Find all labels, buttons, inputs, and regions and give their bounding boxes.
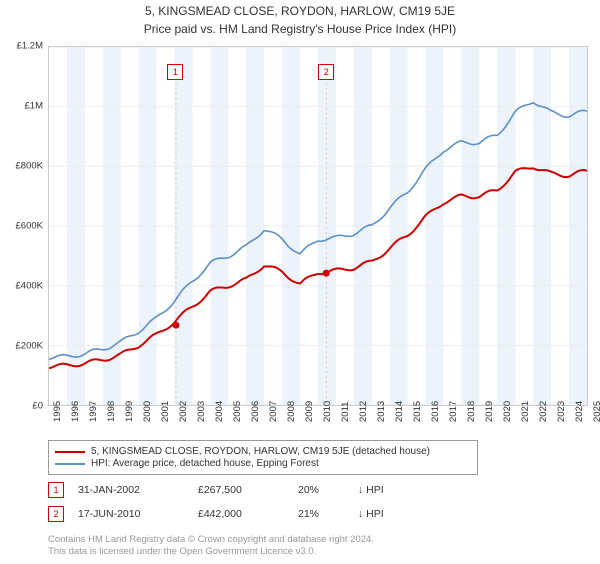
sale-date: 31-JAN-2002 — [78, 484, 198, 496]
legend-swatch — [55, 451, 85, 453]
sale-direction: ↓ HPI — [358, 508, 458, 520]
x-axis-label: 2007 — [268, 401, 279, 422]
x-axis-label: 2025 — [592, 401, 600, 422]
sale-row: 2 17-JUN-2010 £442,000 21% ↓ HPI — [48, 506, 458, 522]
legend-item: 5, KINGSMEAD CLOSE, ROYDON, HARLOW, CM19… — [55, 446, 471, 457]
x-axis-label: 2005 — [232, 401, 243, 422]
x-axis-label: 2017 — [448, 401, 459, 422]
footer-line: This data is licensed under the Open Gov… — [48, 546, 374, 558]
y-axis-label: £1M — [0, 101, 43, 112]
x-axis-label: 2003 — [196, 401, 207, 422]
sale-row: 1 31-JAN-2002 £267,500 20% ↓ HPI — [48, 482, 458, 498]
sale-direction: ↓ HPI — [358, 484, 458, 496]
footer-line: Contains HM Land Registry data © Crown c… — [48, 534, 374, 546]
sale-price: £442,000 — [198, 508, 298, 520]
x-axis-label: 2022 — [538, 401, 549, 422]
footer: Contains HM Land Registry data © Crown c… — [48, 534, 374, 558]
y-axis-label: £600K — [0, 221, 43, 232]
x-axis-label: 2011 — [340, 402, 351, 422]
x-axis-label: 2014 — [394, 401, 405, 422]
x-axis-label: 2013 — [376, 401, 387, 422]
x-axis-label: 2019 — [484, 401, 495, 422]
x-axis-label: 2015 — [412, 401, 423, 422]
x-axis-label: 2002 — [178, 401, 189, 422]
x-axis-label: 2009 — [304, 401, 315, 422]
x-axis-label: 1995 — [52, 401, 63, 422]
x-axis-label: 2010 — [322, 401, 333, 422]
sale-date: 17-JUN-2010 — [78, 508, 198, 520]
x-axis-label: 2008 — [286, 401, 297, 422]
x-axis-label: 1996 — [70, 401, 81, 422]
y-axis-label: £0 — [0, 401, 43, 412]
x-axis-label: 2021 — [520, 401, 531, 422]
x-axis-label: 2024 — [574, 401, 585, 422]
chart-annotation-marker: 2 — [318, 64, 334, 80]
x-axis-label: 2006 — [250, 401, 261, 422]
x-axis-label: 2023 — [556, 401, 567, 422]
sale-marker: 2 — [48, 506, 64, 522]
y-axis-label: £1.2M — [0, 41, 43, 52]
chart-annotation-marker: 1 — [167, 64, 183, 80]
legend-item: HPI: Average price, detached house, Eppi… — [55, 458, 471, 469]
chart-title: 5, KINGSMEAD CLOSE, ROYDON, HARLOW, CM19… — [0, 4, 600, 18]
y-axis-label: £200K — [0, 341, 43, 352]
x-axis-label: 2020 — [502, 401, 513, 422]
x-axis-label: 1997 — [88, 401, 99, 422]
chart-plot — [48, 46, 588, 406]
y-axis-label: £400K — [0, 281, 43, 292]
x-axis-label: 2016 — [430, 401, 441, 422]
x-axis-label: 2004 — [214, 401, 225, 422]
x-axis-label: 2000 — [142, 401, 153, 422]
chart-area: £0£200K£400K£600K£800K£1M£1.2M 199519961… — [48, 46, 588, 406]
x-axis-label: 2018 — [466, 401, 477, 422]
legend-label: 5, KINGSMEAD CLOSE, ROYDON, HARLOW, CM19… — [91, 446, 430, 457]
sale-marker: 1 — [48, 482, 64, 498]
x-axis-label: 1998 — [106, 401, 117, 422]
sale-pct: 21% — [298, 508, 358, 520]
x-axis-label: 1999 — [124, 401, 135, 422]
y-axis-label: £800K — [0, 161, 43, 172]
sale-price: £267,500 — [198, 484, 298, 496]
sale-pct: 20% — [298, 484, 358, 496]
legend: 5, KINGSMEAD CLOSE, ROYDON, HARLOW, CM19… — [48, 440, 478, 475]
legend-swatch — [55, 463, 85, 465]
x-axis-label: 2012 — [358, 401, 369, 422]
x-axis-label: 2001 — [160, 401, 171, 422]
legend-label: HPI: Average price, detached house, Eppi… — [91, 458, 319, 469]
chart-subtitle: Price paid vs. HM Land Registry's House … — [0, 22, 600, 36]
